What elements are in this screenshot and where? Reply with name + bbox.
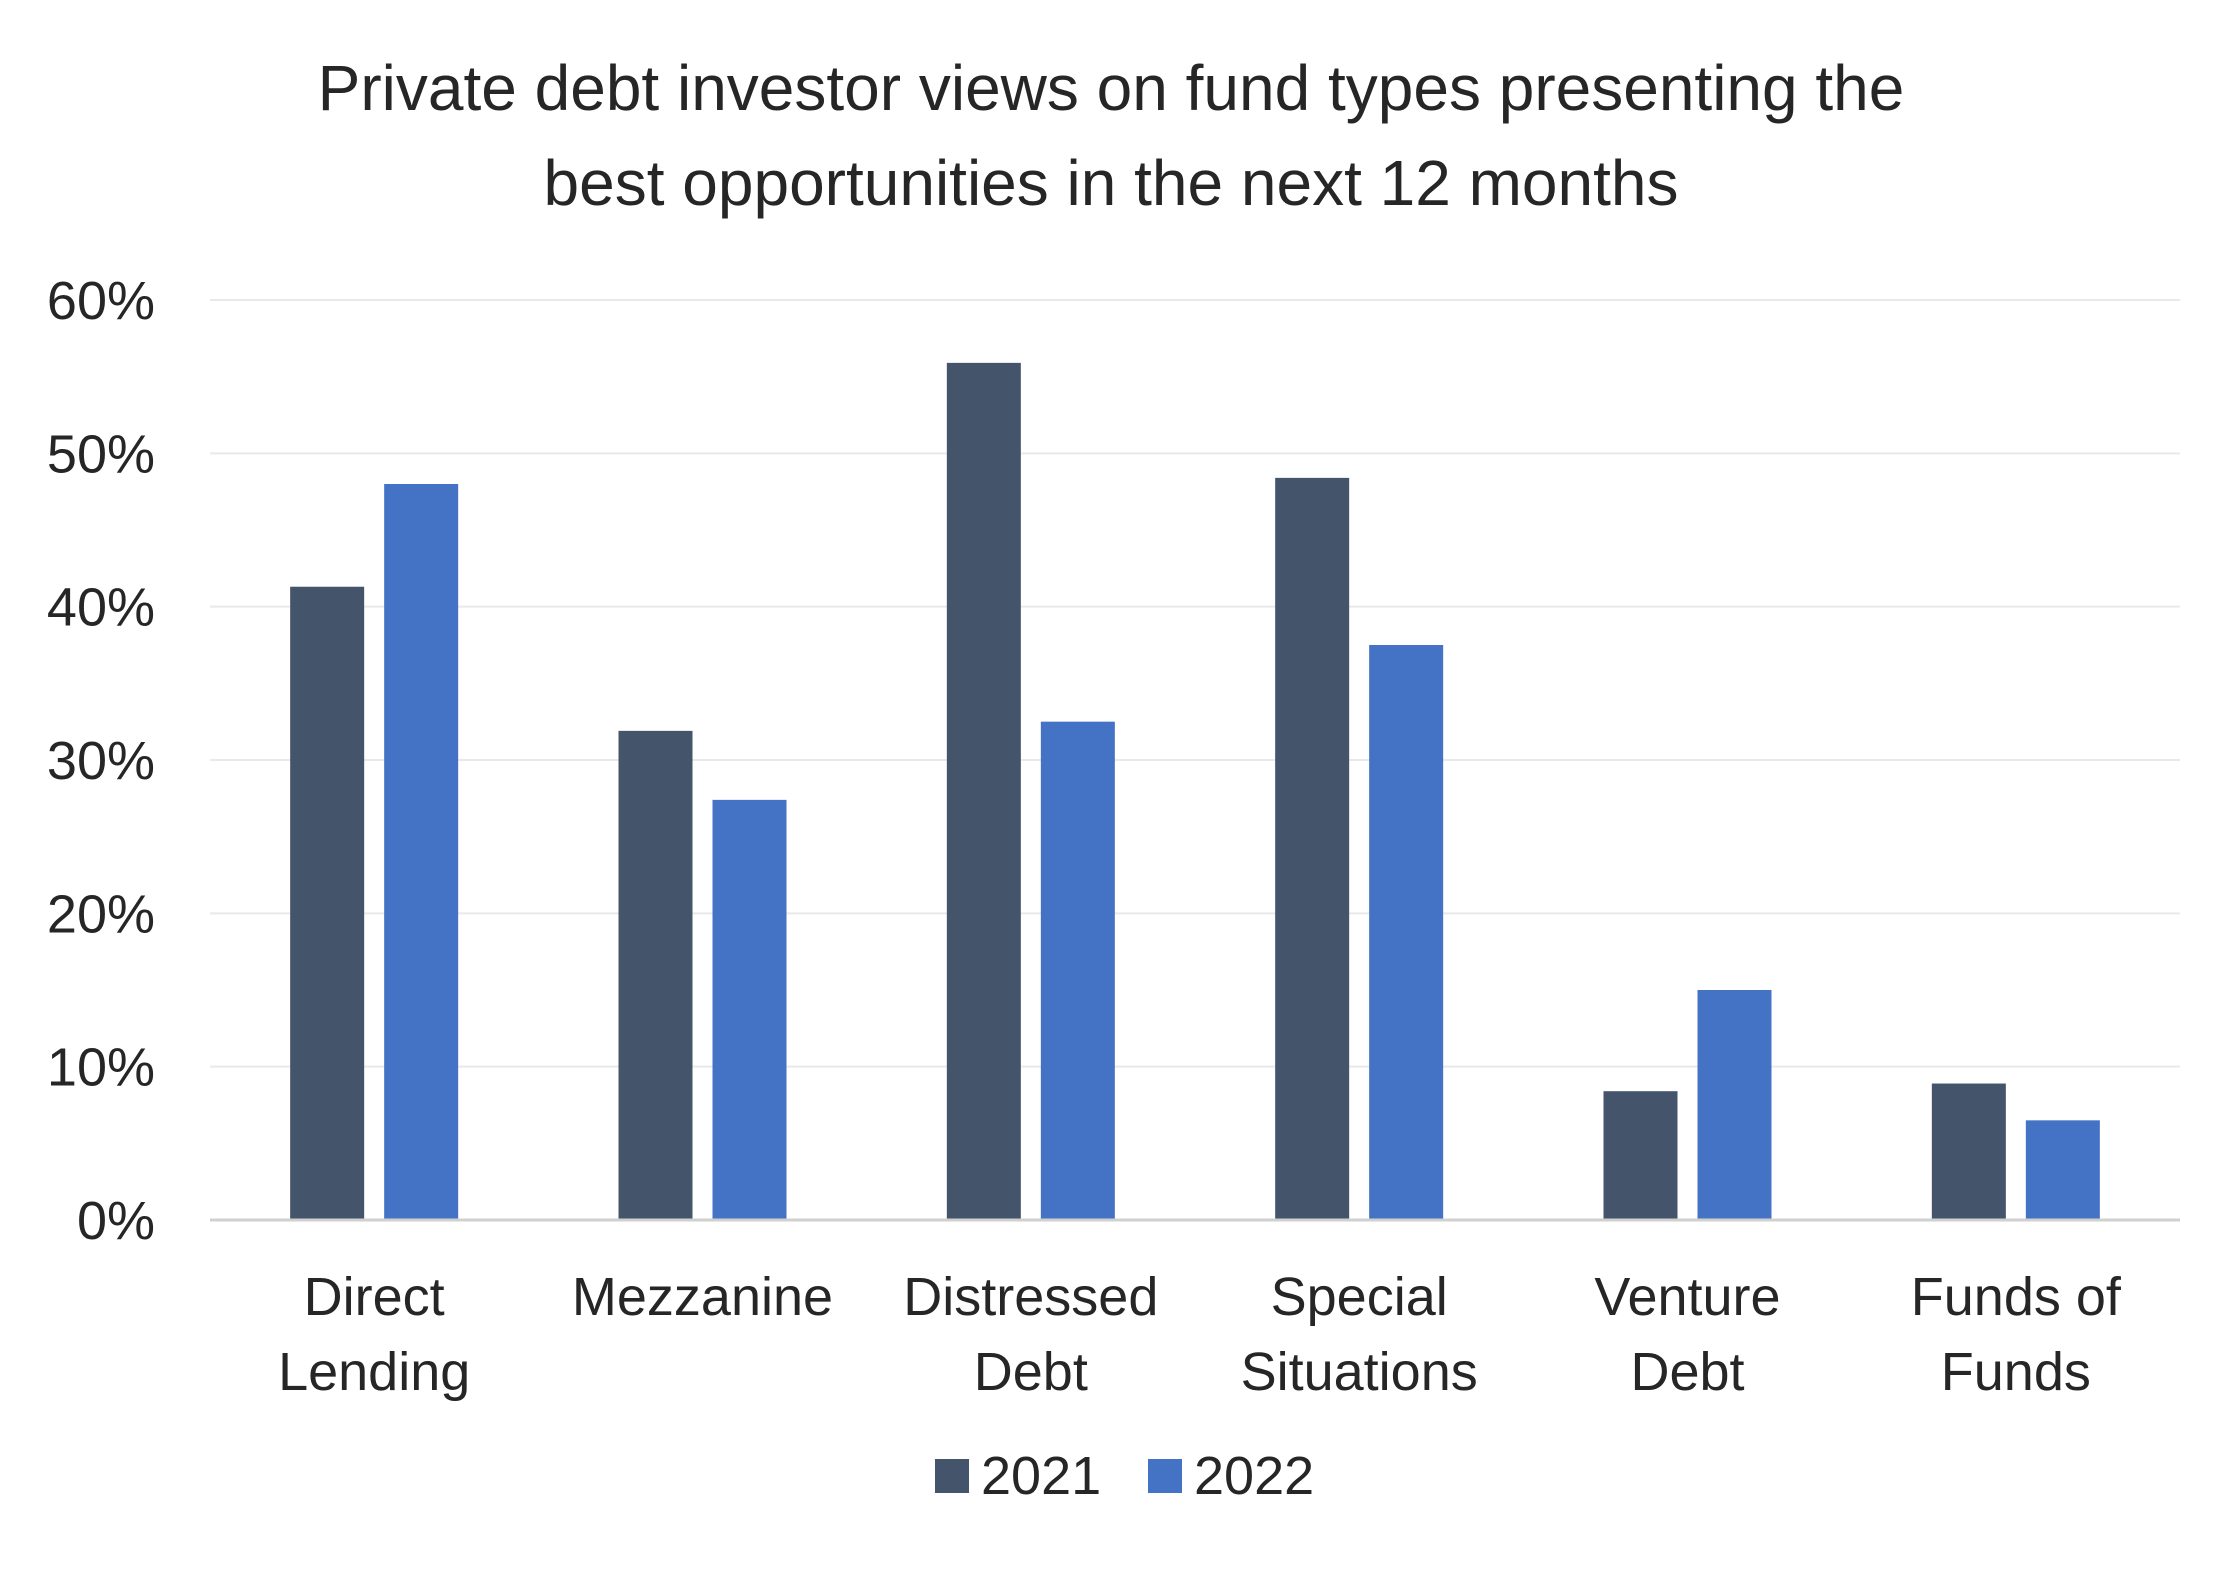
bar-2021-3 xyxy=(1275,477,1350,1220)
y-tick-label: 30% xyxy=(47,731,155,791)
y-tick-label: 0% xyxy=(77,1191,155,1251)
bar-2022-0 xyxy=(384,484,459,1220)
bar-2022-2 xyxy=(1040,721,1115,1220)
bar-2022-3 xyxy=(1369,645,1444,1220)
y-tick-label: 40% xyxy=(47,578,155,638)
y-tick-label: 60% xyxy=(47,271,155,331)
bar-2021-2 xyxy=(946,362,1021,1220)
x-category-label: Direct xyxy=(304,1267,445,1327)
x-category-label: Venture xyxy=(1594,1267,1780,1327)
x-category-label: Mezzanine xyxy=(572,1267,833,1327)
x-category-label: Situations xyxy=(1241,1342,1478,1402)
legend: 2021 2022 xyxy=(935,1446,1314,1506)
bar-2022-4 xyxy=(1697,990,1772,1220)
x-category-label: Funds xyxy=(1941,1342,2091,1402)
x-axis-category-labels: Direct Lending Mezzanine Distressed Debt Spec… xyxy=(278,1267,2122,1402)
chart-title: Private debt investor views on fund type… xyxy=(318,52,1905,219)
chart-title-line-2: best opportunities in the next 12 months xyxy=(544,147,1679,219)
bar-2021-0 xyxy=(290,586,365,1220)
bar-2021-1 xyxy=(618,730,693,1220)
y-tick-label: 20% xyxy=(47,884,155,944)
bars xyxy=(290,362,2100,1220)
y-axis-tick-labels: 0% 10% 20% 30% 40% 50% 60% xyxy=(47,271,155,1251)
bar-2021-5 xyxy=(1931,1083,2006,1220)
y-tick-label: 50% xyxy=(47,424,155,484)
bar-2022-5 xyxy=(2025,1120,2100,1220)
x-category-label: Debt xyxy=(1630,1342,1744,1402)
x-category-label: Funds of xyxy=(1911,1267,2122,1327)
legend-label-2022: 2022 xyxy=(1194,1446,1314,1506)
chart-title-line-1: Private debt investor views on fund type… xyxy=(318,52,1905,124)
legend-swatch-2022 xyxy=(1148,1459,1182,1493)
x-category-label: Special xyxy=(1271,1267,1448,1327)
x-category-label: Lending xyxy=(278,1342,470,1402)
x-category-label: Debt xyxy=(974,1342,1088,1402)
bar-2022-1 xyxy=(712,799,787,1220)
legend-label-2021: 2021 xyxy=(981,1446,1101,1506)
y-tick-label: 10% xyxy=(47,1038,155,1098)
bar-2021-4 xyxy=(1603,1091,1678,1220)
legend-swatch-2021 xyxy=(935,1459,969,1493)
gridlines xyxy=(210,299,2180,1068)
x-category-label: Distressed xyxy=(903,1267,1158,1327)
